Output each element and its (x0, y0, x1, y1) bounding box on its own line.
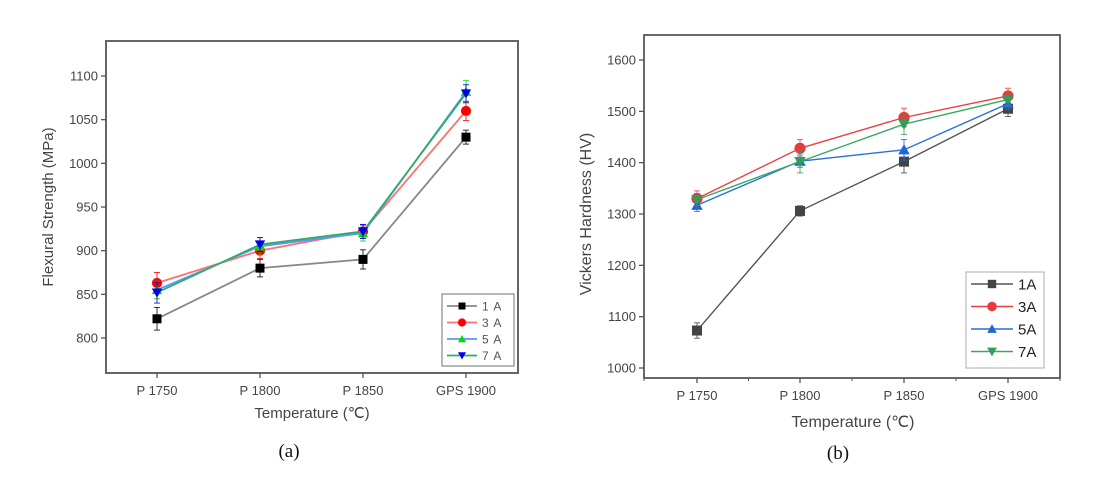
y-tick-label: 850 (76, 287, 98, 302)
data-point (795, 205, 805, 216)
legend-b: 1A 3A 5A 7A (965, 271, 1045, 369)
y-tick-label: 1200 (607, 258, 636, 273)
x-axis-title-a: Temperature (℃) (254, 405, 369, 422)
y-tick-label: 950 (76, 200, 98, 215)
legend-item: 7A (971, 344, 1036, 361)
series-7a (151, 84, 472, 304)
chart-panel-b: 1000 1100 1200 1300 1400 1500 1600 P 1750 P 180… (578, 34, 1061, 464)
y-axis-title-a: Flexural Strength (MPa) (40, 127, 57, 286)
y-axis-a: 800 850 900 950 1000 1050 1100 (69, 69, 106, 346)
x-tick-label: P 1750 (137, 383, 178, 398)
legend-label: 7A (1018, 344, 1036, 361)
legend-marker (987, 347, 997, 357)
legend-marker (987, 324, 997, 333)
legend-box (441, 293, 515, 367)
data-point (460, 105, 472, 117)
data-point (358, 254, 368, 264)
x-tick-label: P 1800 (240, 383, 281, 398)
data-point (151, 288, 163, 298)
x-tick-label: P 1850 (343, 383, 384, 398)
series-group-a (151, 79, 472, 331)
legend-item: 1A (971, 277, 1036, 294)
y-tick-label: 900 (76, 243, 98, 258)
data-point (898, 119, 910, 130)
legend-item: 5 A (447, 333, 502, 347)
panel-caption-b: (b) (827, 443, 849, 464)
y-tick-label: 1100 (70, 69, 98, 84)
legend-marker (987, 279, 997, 289)
x-axis-b: P 1750 P 1800 P 1850 GPS 1900 (643, 378, 1061, 403)
series-7a (691, 92, 1014, 207)
series-line (696, 95, 1009, 200)
x-axis-title-b: Temperature (℃) (792, 414, 915, 431)
series-5a (691, 96, 1014, 212)
legend-item: 5A (971, 322, 1036, 339)
data-point (460, 89, 472, 99)
x-tick-label: P 1750 (677, 388, 718, 403)
data-point (692, 325, 702, 336)
y-tick-label: 1400 (607, 155, 636, 170)
y-tick-label: 1300 (607, 207, 636, 222)
x-tick-label: P 1850 (884, 388, 925, 403)
legend-label: 3A (1018, 299, 1036, 316)
legend-item: 3A (971, 299, 1036, 316)
data-point (794, 157, 806, 168)
y-axis-b: 1000 1100 1200 1300 1400 1500 1600 (607, 53, 644, 376)
legend-item: 1 A (447, 300, 502, 314)
series-line (156, 110, 467, 284)
y-tick-label: 800 (76, 331, 98, 346)
series-line (696, 98, 1009, 201)
x-axis-a: P 1750 P 1800 P 1850 GPS 1900 (137, 373, 496, 398)
legend-label: 1A (1018, 277, 1036, 294)
series-line (156, 92, 467, 294)
y-tick-label: 1050 (69, 112, 98, 127)
data-point (461, 132, 471, 142)
data-point (357, 227, 369, 237)
data-point (254, 240, 266, 250)
data-point (152, 314, 162, 324)
legend-marker (987, 301, 997, 312)
data-point (255, 263, 265, 273)
y-axis-title-b: Vickers Hardness (HV) (578, 133, 595, 295)
series-5a (151, 79, 472, 300)
x-tick-label: P 1800 (780, 388, 821, 403)
series-line (696, 102, 1009, 206)
legend-item: 3 A (447, 316, 502, 330)
y-tick-label: 1100 (608, 309, 636, 324)
series-1a (692, 100, 1013, 339)
data-point (691, 195, 703, 206)
legend-label: 7 A (482, 349, 502, 363)
series-line (156, 136, 467, 320)
legend-a: 1 A 3 A 5 A 7 A (441, 293, 515, 367)
legend-label: 3 A (482, 316, 502, 330)
legend-label: 5A (1018, 322, 1036, 339)
legend-label: 1 A (482, 300, 502, 314)
series-group-b (691, 87, 1014, 339)
series-line (696, 108, 1009, 331)
y-tick-label: 1500 (607, 104, 636, 119)
series-3a (691, 87, 1014, 207)
y-tick-label: 1600 (607, 53, 636, 68)
data-point (899, 156, 909, 167)
data-point (794, 142, 806, 154)
x-tick-label: GPS 1900 (436, 383, 496, 398)
legend-marker (457, 318, 467, 327)
legend-marker (458, 302, 466, 310)
series-1a (152, 129, 471, 331)
data-point (1002, 94, 1014, 106)
y-tick-label: 1000 (607, 361, 636, 376)
panel-caption-a: (a) (278, 441, 299, 462)
legend-label: 5 A (482, 333, 502, 347)
legend-item: 7 A (447, 349, 502, 363)
x-tick-label: GPS 1900 (978, 388, 1038, 403)
y-tick-label: 1000 (69, 156, 98, 171)
data-point (898, 144, 910, 155)
legend-marker (457, 334, 467, 343)
legend-marker (457, 352, 467, 360)
